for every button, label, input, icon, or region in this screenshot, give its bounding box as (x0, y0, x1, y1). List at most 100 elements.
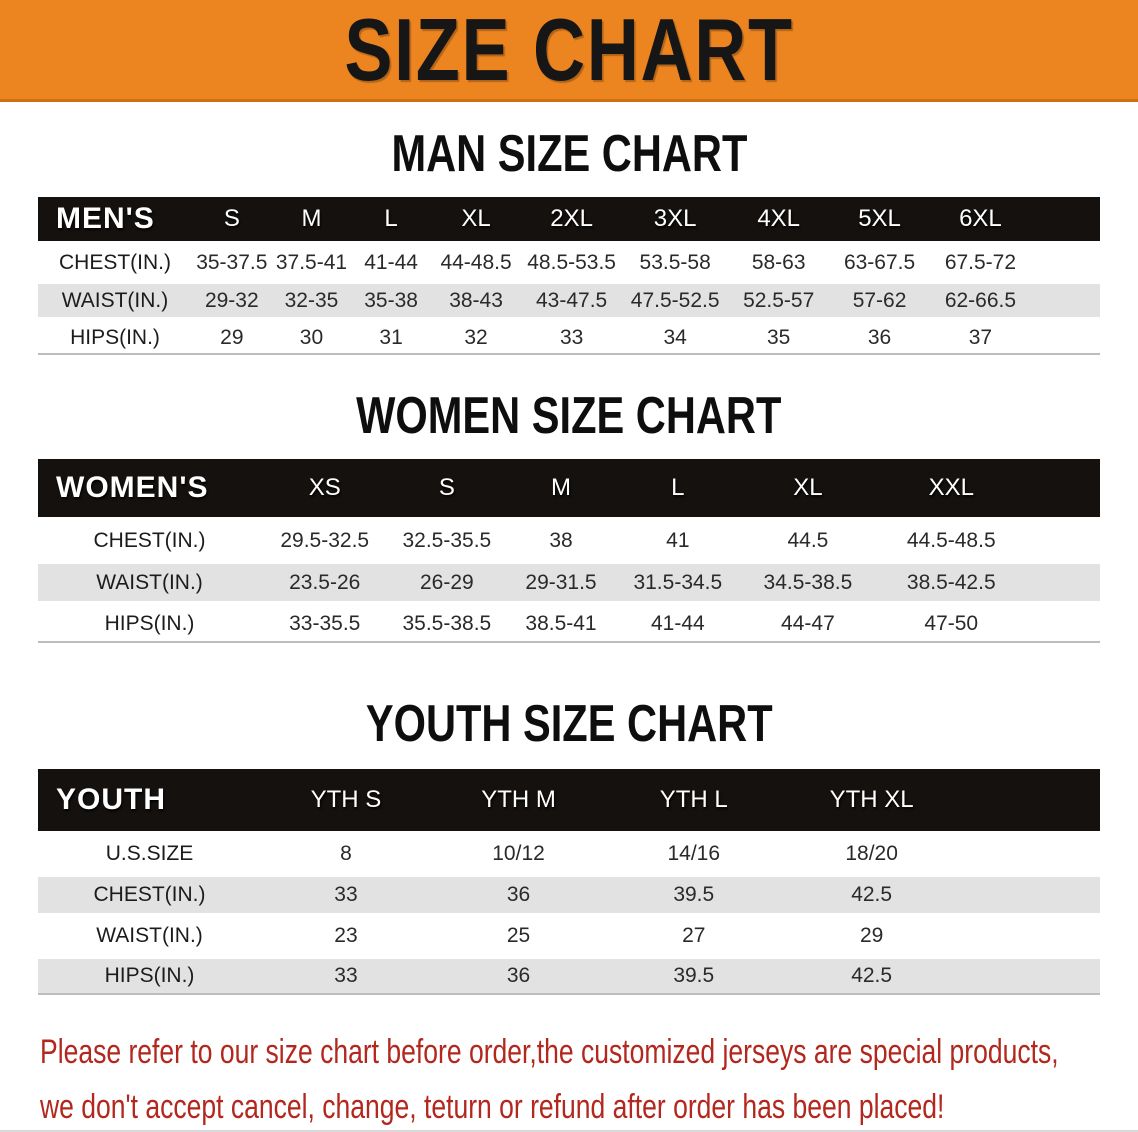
women-header-row: WOMEN'S XS S M L XL XXL (38, 459, 1100, 517)
size-cell: 58-63 (751, 250, 806, 274)
size-cell: 29.5-32.5 (280, 528, 370, 552)
size-cell: 63-67.5 (843, 250, 916, 274)
size-cell: 32-35 (271, 284, 352, 317)
size-cell: 33 (261, 959, 431, 995)
spacer-cell (1025, 459, 1100, 517)
size-cell: 32 (430, 322, 522, 355)
size-cell: 29-32 (192, 284, 272, 317)
size-cell: 26-29 (388, 564, 506, 601)
size-cell: 25 (506, 924, 531, 947)
men-header-row: MEN'S S M L XL 2XL 3XL 4XL 5XL 6XL (38, 197, 1100, 241)
women-size-table: WOMEN'S XS S M L XL XXL CHEST(IN.) 29.5-… (38, 454, 1100, 648)
size-cell: 44-48.5 (440, 250, 512, 274)
size-cell: 57-62 (829, 284, 930, 317)
column-header: XL (738, 459, 877, 517)
size-cell: 29-31.5 (505, 564, 617, 601)
size-cell: 38.5-41 (505, 606, 617, 643)
table-row: WAIST(IN.) 23 25 27 29 (38, 918, 1100, 954)
column-header: L (616, 459, 739, 517)
man-size-chart-heading: MAN SIZE CHART (391, 125, 747, 183)
size-cell: 32.5-35.5 (402, 528, 492, 552)
size-cell: 47.5-52.5 (622, 284, 729, 317)
size-cell: 39.5 (606, 959, 782, 995)
size-cell: 53.5-58 (639, 250, 711, 274)
row-label: CHEST(IN.) (59, 250, 171, 274)
spacer-cell (961, 959, 1100, 995)
spacer-cell (1030, 197, 1100, 241)
size-cell: 35-37.5 (196, 250, 268, 274)
table-row: CHEST(IN.) 35-37.5 37.5-41 41-44 44-48.5… (38, 246, 1100, 279)
size-cell: 42.5 (781, 877, 962, 913)
size-cell: 44-47 (738, 606, 877, 643)
men-size-table: MEN'S S M L XL 2XL 3XL 4XL 5XL 6XL CHEST… (38, 192, 1100, 360)
size-cell: 44.5 (787, 528, 829, 552)
row-label: CHEST(IN.) (93, 528, 206, 552)
size-cell: 52.5-57 (728, 284, 830, 317)
youth-size-table: YOUTH YTH S YTH M YTH L YTH XL U.S.SIZE … (38, 764, 1100, 1000)
youth-header-row: YOUTH YTH S YTH M YTH L YTH XL (38, 769, 1100, 831)
youth-size-chart-heading: YOUTH SIZE CHART (365, 695, 773, 753)
size-cell: 62-66.5 (930, 284, 1031, 317)
column-header: 3XL (622, 197, 729, 241)
size-cell: 42.5 (781, 959, 962, 995)
size-cell: 14/16 (667, 842, 721, 865)
size-cell: 37 (930, 322, 1031, 355)
size-cell: 27 (682, 924, 706, 947)
size-cell: 36 (430, 877, 607, 913)
size-cell: 48.5-53.5 (527, 250, 616, 274)
size-cell: 8 (340, 842, 352, 865)
size-cell: 34 (622, 322, 729, 355)
spacer-cell (1025, 606, 1100, 643)
column-header: 5XL (829, 197, 930, 241)
row-label: HIPS(IN.) (38, 606, 262, 643)
size-cell: 37.5-41 (275, 250, 348, 274)
row-label: WAIST(IN.) (38, 564, 262, 601)
size-cell: 43-47.5 (521, 284, 623, 317)
row-label: HIPS(IN.) (38, 959, 262, 995)
size-chart-banner: SIZE CHART (0, 0, 1138, 102)
size-cell: 33 (521, 322, 623, 355)
spacer-cell (961, 769, 1100, 831)
youth-table-label: YOUTH (38, 769, 262, 831)
column-header: 4XL (728, 197, 830, 241)
column-header: M (271, 197, 352, 241)
column-header: XL (430, 197, 522, 241)
size-cell: 41-44 (364, 250, 418, 274)
women-table-label: WOMEN'S (38, 459, 262, 517)
size-cell: 36 (430, 959, 607, 995)
size-cell: 41 (666, 528, 690, 552)
row-label: WAIST(IN.) (38, 284, 192, 317)
size-cell: 47-50 (876, 606, 1026, 643)
table-row: HIPS(IN.) 33-35.5 35.5-38.5 38.5-41 41-4… (38, 606, 1100, 643)
spacer-cell (1030, 322, 1100, 355)
column-header: L (351, 197, 431, 241)
spacer-cell (1031, 246, 1100, 279)
row-label: WAIST(IN.) (96, 924, 203, 947)
size-cell: 31.5-34.5 (616, 564, 739, 601)
size-cell: 41-44 (616, 606, 739, 643)
column-header: YTH M (430, 769, 607, 831)
table-row: U.S.SIZE 8 10/12 14/16 18/20 (38, 836, 1100, 872)
spacer-cell (962, 836, 1100, 872)
spacer-cell (1025, 564, 1100, 601)
column-header: M (505, 459, 617, 517)
size-cell: 67.5-72 (944, 250, 1017, 274)
size-cell: 35.5-38.5 (388, 606, 506, 643)
spacer-cell (1030, 284, 1100, 317)
size-cell: 39.5 (606, 877, 782, 913)
spacer-cell (962, 918, 1100, 954)
size-cell: 10/12 (492, 842, 545, 865)
spacer-cell (1026, 522, 1100, 559)
size-cell: 38 (549, 528, 573, 552)
women-size-chart-heading: WOMEN SIZE CHART (356, 387, 782, 445)
column-header: XXL (876, 459, 1026, 517)
row-label: HIPS(IN.) (38, 322, 192, 355)
row-label: U.S.SIZE (105, 842, 194, 865)
size-chart-title: SIZE CHART (344, 0, 794, 99)
size-cell: 38.5-42.5 (876, 564, 1026, 601)
column-header: S (192, 197, 272, 241)
size-cell: 29 (192, 322, 272, 355)
disclaimer-line-2: we don't accept cancel, change, teturn o… (40, 1088, 945, 1126)
size-cell: 34.5-38.5 (738, 564, 877, 601)
